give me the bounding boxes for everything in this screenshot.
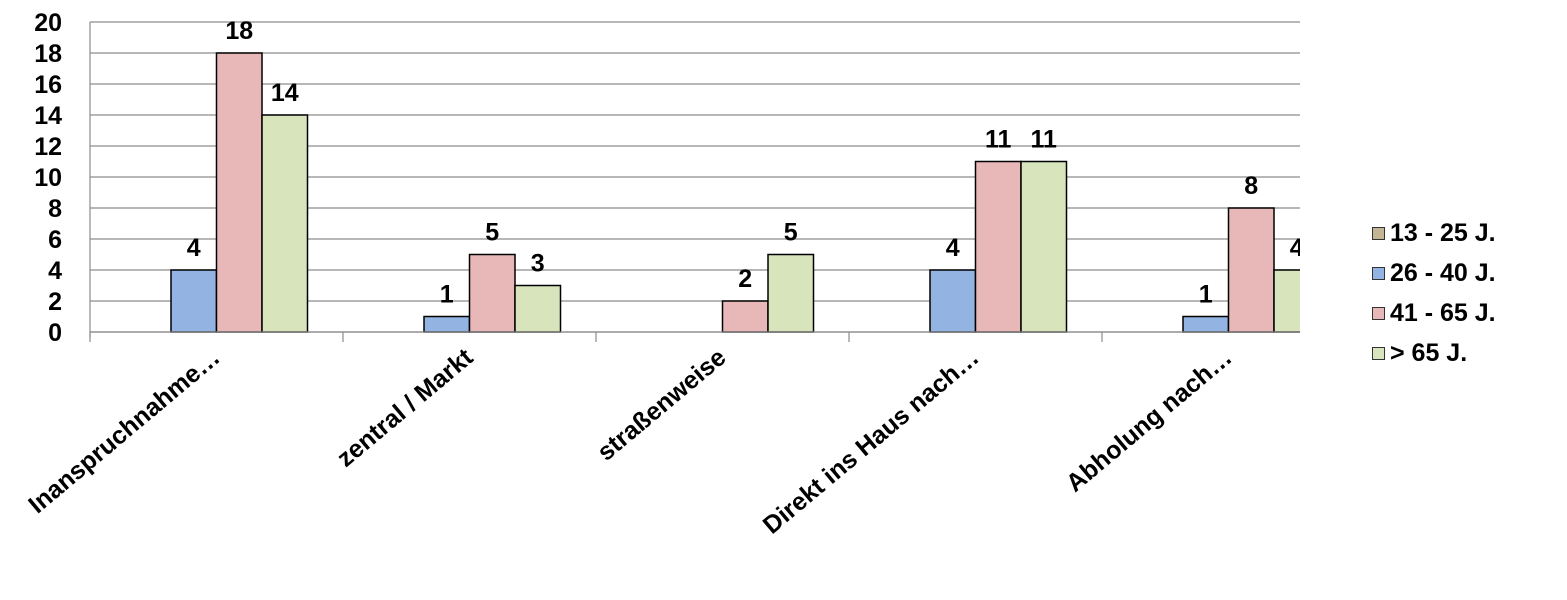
legend-item: > 65 J.: [1372, 333, 1496, 373]
legend: 13 - 25 J. 26 - 40 J. 41 - 65 J. > 65 J.: [1372, 213, 1496, 373]
bar: [170, 269, 218, 333]
bar: [1273, 269, 1300, 333]
x-category-label: Inanspruchnahme…: [23, 343, 225, 519]
data-label: 14: [271, 79, 299, 107]
y-tick-label: 18: [34, 40, 62, 68]
data-label: 5: [485, 219, 499, 247]
data-label: 8: [1244, 172, 1258, 200]
data-label: 5: [784, 219, 798, 247]
data-label: 18: [225, 17, 253, 45]
bar: [721, 300, 769, 333]
bar: [468, 253, 516, 333]
y-tick-label: 6: [48, 226, 62, 254]
x-category-label: straßenweise: [592, 343, 731, 466]
legend-label: 41 - 65 J.: [1390, 298, 1496, 327]
y-tick-label: 2: [48, 288, 62, 316]
bar: [514, 284, 562, 333]
data-label: 1: [1199, 281, 1213, 309]
y-tick-label: 16: [34, 71, 62, 99]
bar: [215, 52, 263, 333]
bar: [423, 315, 471, 333]
legend-swatch: [1372, 306, 1385, 320]
legend-item: 26 - 40 J.: [1372, 253, 1496, 293]
data-label: 4: [946, 234, 960, 262]
data-label: 3: [531, 250, 545, 278]
y-tick-label: 10: [34, 164, 62, 192]
legend-label: 26 - 40 J.: [1390, 258, 1496, 287]
data-label: 1: [440, 281, 454, 309]
x-category-label: Direkt ins Haus nach…: [758, 343, 985, 539]
legend-label: 13 - 25 J.: [1390, 218, 1496, 247]
y-tick-label: 0: [48, 319, 62, 347]
legend-swatch: [1372, 266, 1385, 280]
legend-swatch: [1372, 346, 1385, 360]
bar: [767, 253, 815, 333]
data-label: 11: [1031, 126, 1058, 154]
bar-chart-svg: 0246810121416182041814Inanspruchnahme…15…: [23, 9, 1300, 540]
legend-swatch: [1372, 226, 1385, 240]
bar: [1020, 160, 1068, 333]
data-label: 4: [1290, 234, 1300, 262]
y-tick-label: 4: [48, 257, 62, 285]
data-label: 11: [985, 126, 1012, 154]
y-tick-label: 12: [34, 133, 62, 161]
bar: [974, 160, 1022, 333]
data-label: 4: [187, 234, 201, 262]
legend-item: 13 - 25 J.: [1372, 213, 1496, 253]
bar: [1227, 207, 1275, 333]
bar: [261, 114, 309, 333]
y-tick-label: 20: [34, 9, 62, 37]
legend-label: > 65 J.: [1390, 338, 1468, 367]
bar: [929, 269, 977, 333]
legend-item: 41 - 65 J.: [1372, 293, 1496, 333]
data-label: 2: [738, 265, 752, 293]
y-tick-label: 14: [34, 102, 62, 130]
bar: [1182, 315, 1230, 333]
y-tick-label: 8: [48, 195, 62, 223]
x-category-label: zentral / Markt: [332, 343, 479, 473]
x-category-label: Abholung nach…: [1061, 343, 1238, 497]
